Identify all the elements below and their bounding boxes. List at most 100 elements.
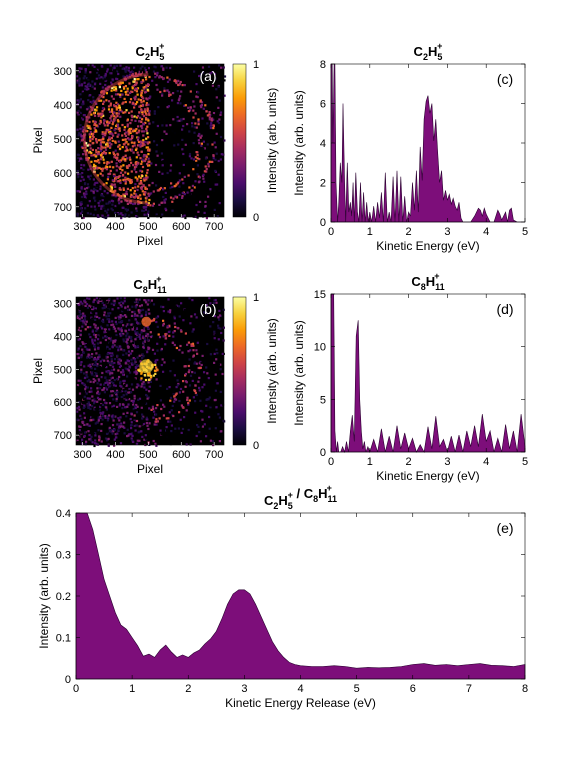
pixel xyxy=(156,315,160,318)
pixel xyxy=(219,113,222,116)
pixel xyxy=(117,133,120,136)
pixel xyxy=(117,126,120,129)
pixel xyxy=(162,160,165,163)
x-axis-label: Pixel xyxy=(137,462,163,476)
pixel xyxy=(172,331,175,334)
pixel xyxy=(129,189,132,192)
pixel xyxy=(85,404,88,407)
pixel xyxy=(154,442,157,445)
pixel xyxy=(134,68,137,71)
pixel xyxy=(94,407,97,410)
pixel xyxy=(107,139,110,142)
pixel xyxy=(106,162,109,165)
pixel xyxy=(153,140,156,143)
pixel xyxy=(192,116,195,119)
pixel xyxy=(89,174,92,177)
pixel xyxy=(108,298,111,301)
pixel xyxy=(135,207,138,210)
pixel xyxy=(150,408,153,411)
pixel xyxy=(134,330,137,333)
pixel xyxy=(220,96,223,99)
pixel xyxy=(172,414,175,418)
pixel xyxy=(138,397,142,400)
pixel xyxy=(217,316,220,319)
pixel xyxy=(145,129,148,132)
pixel xyxy=(162,335,165,338)
pixel xyxy=(94,181,97,184)
pixel xyxy=(94,165,97,168)
pixel xyxy=(127,137,130,140)
pixel xyxy=(217,159,220,163)
pixel xyxy=(88,378,91,382)
pixel xyxy=(96,387,99,390)
pixel xyxy=(115,393,118,396)
pixel xyxy=(223,139,226,142)
pixel xyxy=(171,200,174,203)
pixel xyxy=(189,349,192,352)
pixel xyxy=(118,365,122,369)
pixel xyxy=(112,325,115,328)
pixel xyxy=(145,177,148,180)
pixel xyxy=(139,337,142,340)
area-series xyxy=(330,293,526,454)
pixel xyxy=(161,337,164,340)
pixel xyxy=(81,103,84,106)
pixel xyxy=(154,363,157,366)
pixel xyxy=(133,326,137,329)
pixel xyxy=(130,127,133,130)
pixel xyxy=(113,65,116,68)
pixel xyxy=(88,120,91,124)
pixel xyxy=(169,443,172,446)
pixel xyxy=(108,335,111,338)
pixel xyxy=(108,141,111,144)
pixel xyxy=(140,101,143,104)
pixel xyxy=(165,426,168,429)
pixel xyxy=(101,107,105,110)
pixel xyxy=(150,376,153,379)
pixel xyxy=(118,318,121,321)
pixel xyxy=(87,88,90,91)
pixel xyxy=(81,441,85,444)
pixel xyxy=(205,217,208,220)
pixel xyxy=(180,90,183,93)
pixel xyxy=(98,122,101,125)
pixel xyxy=(107,417,110,420)
pixel xyxy=(121,146,124,149)
pixel xyxy=(164,337,167,340)
pixel xyxy=(137,309,140,312)
pixel xyxy=(142,142,145,145)
pixel xyxy=(211,143,214,146)
pixel xyxy=(88,125,91,128)
pixel xyxy=(147,381,150,384)
pixel xyxy=(114,131,117,134)
colorbar-max-label: 1 xyxy=(253,59,259,71)
pixel xyxy=(110,186,114,189)
pixel xyxy=(139,360,142,363)
pixel xyxy=(110,76,113,79)
pixel xyxy=(81,319,84,322)
pixel xyxy=(162,188,165,191)
pixel xyxy=(167,298,170,301)
pixel xyxy=(95,124,98,127)
pixel xyxy=(79,425,82,428)
pixel xyxy=(156,404,159,407)
pixel xyxy=(202,122,205,125)
pixel xyxy=(97,201,100,205)
pixel xyxy=(136,348,140,351)
pixel xyxy=(100,167,103,170)
pixel xyxy=(95,312,98,315)
pixel xyxy=(93,87,96,90)
pixel xyxy=(99,121,102,124)
pixel xyxy=(129,122,132,125)
pixel xyxy=(148,301,151,304)
pixel xyxy=(94,121,97,124)
pixel xyxy=(118,404,121,407)
pixel xyxy=(144,313,148,316)
pixel xyxy=(125,66,128,69)
pixel xyxy=(76,169,79,173)
pixel-noise xyxy=(76,64,227,220)
pixel xyxy=(206,143,209,146)
pixel xyxy=(138,311,141,314)
pixel xyxy=(142,354,145,358)
